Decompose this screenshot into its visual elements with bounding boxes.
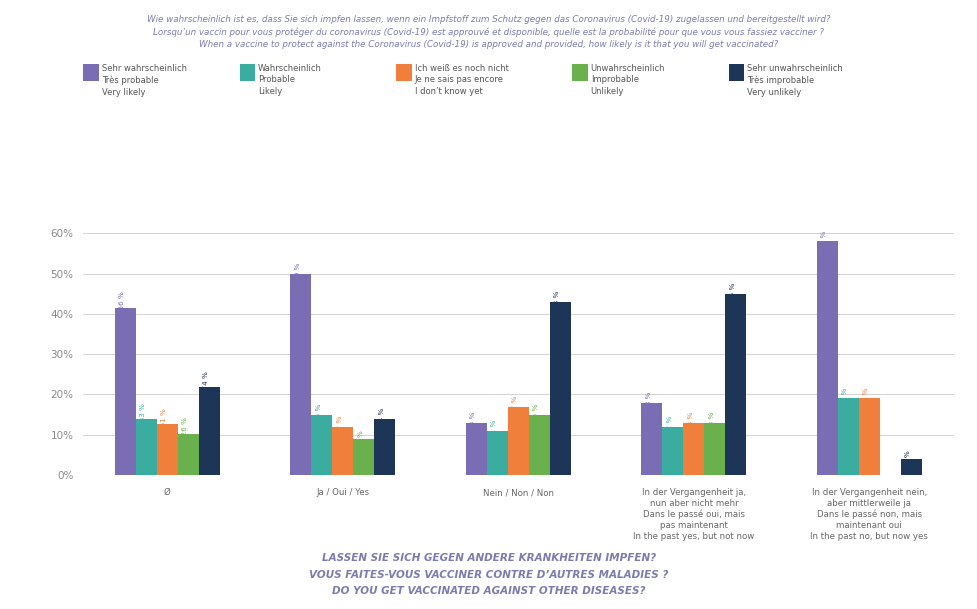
Bar <box>900 459 921 475</box>
Text: 4 %: 4 % <box>905 451 911 464</box>
Text: DO YOU GET VACCINATED AGAINST OTHER DISEASES?: DO YOU GET VACCINATED AGAINST OTHER DISE… <box>332 586 645 596</box>
Text: 11 %: 11 % <box>490 420 496 438</box>
Text: 41,56 %: 41,56 % <box>119 291 125 321</box>
Text: 45 %: 45 % <box>729 283 736 301</box>
Text: VOUS FAITES-VOUS VACCINER CONTRE D’AUTRES MALADIES ?: VOUS FAITES-VOUS VACCINER CONTRE D’AUTRE… <box>309 570 668 580</box>
Text: 13 %: 13 % <box>708 412 714 430</box>
Text: Wie wahrscheinlich ist es, dass Sie sich impfen lassen, wenn ein Impfstoff zum S: Wie wahrscheinlich ist es, dass Sie sich… <box>148 15 829 24</box>
Text: 14 %: 14 % <box>378 408 385 426</box>
Bar <box>661 427 683 475</box>
Text: LASSEN SIE SICH GEGEN ANDERE KRANKHEITEN IMPFEN?: LASSEN SIE SICH GEGEN ANDERE KRANKHEITEN… <box>321 554 656 563</box>
Bar <box>311 415 332 475</box>
Text: Ich weiß es noch nicht
Je ne sais pas encore
I don’t know yet: Ich weiß es noch nicht Je ne sais pas en… <box>414 64 508 96</box>
Bar <box>332 427 353 475</box>
Text: 58 %: 58 % <box>821 231 827 249</box>
Bar <box>641 403 661 475</box>
Bar <box>290 273 311 475</box>
Text: 13 %: 13 % <box>470 412 476 430</box>
Bar <box>507 407 529 475</box>
Bar <box>816 241 837 475</box>
Text: 21,74 %: 21,74 % <box>203 371 209 401</box>
Text: 43 %: 43 % <box>554 291 560 309</box>
Text: 12,61 %: 12,61 % <box>161 407 167 437</box>
Bar <box>487 431 507 475</box>
Text: 12 %: 12 % <box>336 416 343 434</box>
Text: 17 %: 17 % <box>512 396 518 414</box>
Bar <box>114 308 136 475</box>
Bar <box>858 398 879 475</box>
Bar <box>353 438 374 475</box>
Text: 50 %: 50 % <box>294 262 301 281</box>
Text: Lorsqu’un vaccin pour vous protéger du coronavirus (Covid-19) est approuvé et di: Lorsqu’un vaccin pour vous protéger du c… <box>153 27 824 37</box>
Text: 18 %: 18 % <box>645 392 651 410</box>
Bar <box>198 387 220 475</box>
Text: 12 %: 12 % <box>666 416 672 434</box>
Text: 10,26 %: 10,26 % <box>183 417 189 447</box>
Text: Unwahrscheinlich
Improbable
Unlikely: Unwahrscheinlich Improbable Unlikely <box>590 64 664 96</box>
Bar <box>703 423 725 475</box>
Text: 15 %: 15 % <box>532 404 539 422</box>
Bar <box>683 423 703 475</box>
Text: 9 %: 9 % <box>358 431 363 444</box>
Bar <box>156 424 178 475</box>
Bar <box>136 420 156 475</box>
Text: 19 %: 19 % <box>863 388 869 406</box>
Bar <box>178 434 198 475</box>
Bar <box>837 398 858 475</box>
Text: 19 %: 19 % <box>841 388 847 406</box>
Text: 15 %: 15 % <box>316 404 321 422</box>
Bar <box>725 294 745 475</box>
Text: Sehr unwahrscheinlich
Très improbable
Very unlikely: Sehr unwahrscheinlich Très improbable Ve… <box>746 64 842 96</box>
Text: 13 %: 13 % <box>687 412 693 430</box>
Text: When a vaccine to protect against the Coronavirus (Covid-19) is approved and pro: When a vaccine to protect against the Co… <box>199 40 778 49</box>
Text: Wahrscheinlich
Probable
Likely: Wahrscheinlich Probable Likely <box>258 64 321 96</box>
Text: 13,83 %: 13,83 % <box>140 403 147 432</box>
Bar <box>549 302 571 475</box>
Bar <box>374 418 395 475</box>
Text: Sehr wahrscheinlich
Très probable
Very likely: Sehr wahrscheinlich Très probable Very l… <box>102 64 187 96</box>
Bar <box>529 415 549 475</box>
Bar <box>465 423 487 475</box>
